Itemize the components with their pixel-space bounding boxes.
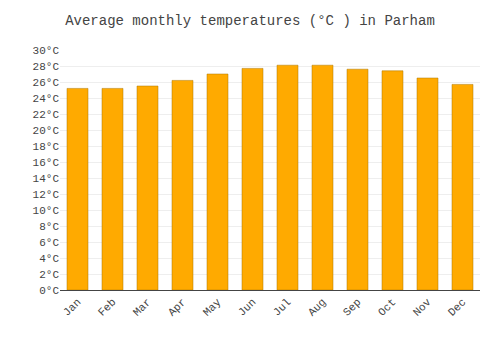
svg-text:Nov: Nov	[411, 296, 434, 319]
svg-text:May: May	[201, 296, 224, 319]
svg-text:Aug: Aug	[306, 296, 328, 318]
svg-text:16°C: 16°C	[33, 157, 60, 169]
svg-text:30°C: 30°C	[33, 45, 60, 57]
svg-text:26°C: 26°C	[33, 77, 60, 89]
svg-text:2°C: 2°C	[39, 269, 59, 281]
svg-text:Jan: Jan	[61, 296, 83, 318]
svg-text:Jun: Jun	[236, 296, 258, 318]
svg-text:22°C: 22°C	[33, 109, 60, 121]
svg-text:14°C: 14°C	[33, 173, 60, 185]
svg-text:10°C: 10°C	[33, 205, 60, 217]
svg-text:Apr: Apr	[166, 296, 188, 318]
svg-text:Average monthly temperatures (: Average monthly temperatures (°C ) in Pa…	[65, 13, 435, 29]
svg-text:Dec: Dec	[446, 296, 468, 318]
svg-text:0°C: 0°C	[39, 285, 59, 297]
svg-text:24°C: 24°C	[33, 93, 60, 105]
svg-text:6°C: 6°C	[39, 237, 59, 249]
svg-text:Jul: Jul	[271, 296, 293, 318]
svg-text:Sep: Sep	[341, 296, 363, 318]
svg-text:12°C: 12°C	[33, 189, 60, 201]
svg-text:18°C: 18°C	[33, 141, 60, 153]
svg-text:4°C: 4°C	[39, 253, 59, 265]
svg-text:8°C: 8°C	[39, 221, 59, 233]
svg-text:Feb: Feb	[96, 296, 118, 318]
svg-text:Mar: Mar	[131, 296, 153, 318]
svg-text:28°C: 28°C	[33, 61, 60, 73]
svg-text:20°C: 20°C	[33, 125, 60, 137]
svg-text:Oct: Oct	[376, 296, 398, 318]
